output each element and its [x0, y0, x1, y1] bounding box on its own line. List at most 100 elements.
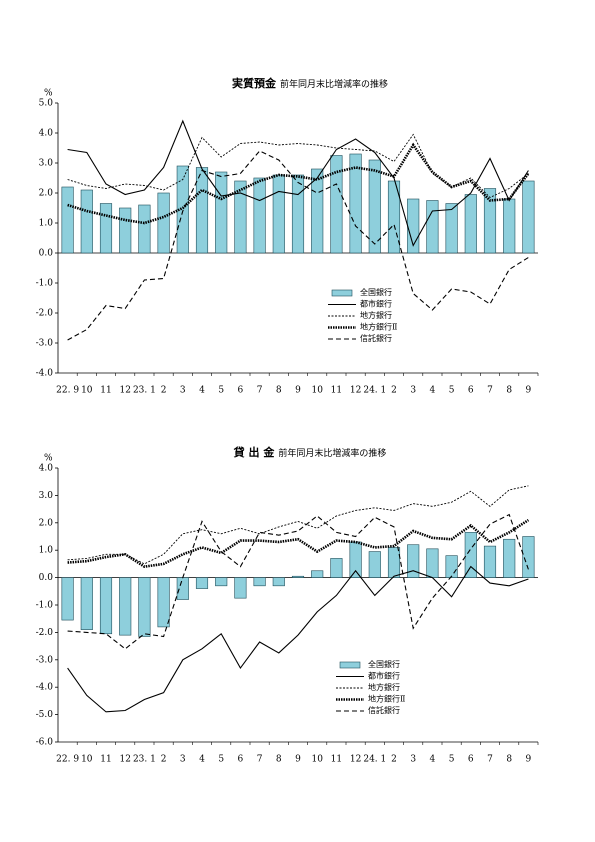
x-tick-label: 6: [468, 386, 474, 396]
x-tick-label: 2: [161, 386, 167, 396]
x-tick-label: 24. 1: [363, 386, 386, 396]
x-tick-label: 11: [331, 755, 342, 765]
x-tick-label: 4: [430, 386, 436, 396]
bar: [61, 186, 74, 254]
x-tick-label: 6: [468, 755, 474, 765]
bar: [195, 577, 209, 589]
y-tick-label: -4.0: [36, 369, 54, 379]
bar: [195, 167, 209, 254]
bar: [176, 165, 189, 254]
y-tick-label: -1.0: [36, 279, 54, 289]
x-tick-label: 9: [295, 755, 301, 765]
y-tick-label: 2.0: [39, 189, 54, 199]
x-tick-label: 11: [100, 386, 111, 396]
legend-label: 地方銀行Ⅱ: [360, 322, 397, 332]
bar: [445, 203, 458, 254]
x-tick-label: 7: [487, 386, 493, 396]
bar: [234, 180, 247, 254]
bar: [272, 174, 285, 254]
x-tick-label: 22. 9: [56, 386, 79, 396]
bar: [445, 555, 458, 578]
bar: [483, 188, 497, 254]
bar: [272, 577, 285, 587]
x-tick-label: 3: [410, 755, 416, 765]
y-tick-label: 3.0: [39, 491, 54, 501]
line-series: [67, 142, 530, 225]
bar: [253, 177, 266, 254]
bar: [368, 551, 381, 578]
line-series: [67, 119, 529, 247]
x-tick-label: 23. 1: [133, 755, 156, 765]
bar: [215, 171, 228, 254]
legend-swatch: [339, 661, 361, 669]
subtitle: 前年同月末比増減率の推移: [280, 78, 388, 90]
legend-label: 信託銀行: [368, 705, 400, 715]
x-tick-label: 8: [506, 755, 512, 765]
x-tick-label: 23. 1: [133, 386, 156, 396]
bar: [522, 536, 535, 578]
bar: [503, 538, 516, 578]
x-tick-label: 3: [410, 386, 416, 396]
x-tick-label: 5: [449, 386, 455, 396]
bar: [80, 189, 93, 254]
bar: [291, 575, 305, 578]
bar: [387, 547, 401, 578]
y-tick-label: -1.0: [36, 601, 54, 611]
x-tick-label: 6: [238, 755, 244, 765]
x-tick-label: 10: [81, 755, 93, 765]
x-tick-label: 7: [257, 755, 263, 765]
y-tick-label: 4.0: [39, 464, 54, 474]
bar: [330, 155, 343, 254]
y-tick-label: -3.0: [36, 655, 54, 665]
y-unit: %: [44, 454, 53, 464]
y-tick-label: 1.0: [39, 546, 54, 556]
y-tick-label: 0.0: [39, 573, 54, 583]
bar: [234, 577, 247, 599]
title: 貸 出 金: [233, 445, 276, 459]
legend-label: 都市銀行: [360, 299, 392, 309]
x-tick-label: 10: [81, 386, 93, 396]
x-tick-label: 8: [506, 386, 512, 396]
y-tick-label: 2.0: [39, 518, 54, 528]
chart-title: 実質預金 前年同月末比増減率の推移: [232, 76, 388, 90]
y-tick-label: 3.0: [39, 159, 54, 169]
legend-label: 全国銀行: [360, 287, 392, 297]
bar: [119, 207, 132, 254]
x-tick-label: 4: [430, 755, 436, 765]
bar: [311, 168, 324, 254]
x-tick-label: 12: [350, 386, 361, 396]
x-tick-label: 8: [276, 755, 282, 765]
bar: [99, 203, 113, 254]
bar: [387, 180, 401, 254]
x-tick-label: 2: [161, 755, 167, 765]
y-tick-label: -4.0: [36, 683, 54, 693]
legend-label: 全国銀行: [368, 659, 400, 669]
x-tick-label: 7: [257, 386, 263, 396]
x-tick-label: 2: [391, 755, 397, 765]
x-tick-label: 5: [218, 386, 224, 396]
bar: [80, 577, 93, 630]
bar: [349, 541, 362, 578]
x-tick-label: 5: [449, 755, 455, 765]
bar: [157, 192, 170, 254]
y-tick-label: -2.0: [36, 628, 54, 638]
subtitle: 前年同月末比増減率の推移: [278, 447, 386, 459]
x-tick-label: 11: [100, 755, 111, 765]
x-tick-label: 12: [119, 386, 130, 396]
y-unit: %: [44, 89, 53, 99]
x-tick-label: 4: [199, 386, 205, 396]
x-tick-label: 3: [180, 755, 186, 765]
bar: [522, 180, 535, 254]
bar: [464, 194, 477, 254]
line-series: [67, 565, 529, 713]
bar: [311, 570, 324, 578]
bar: [99, 577, 113, 635]
line-series: [67, 518, 530, 568]
bar: [61, 577, 74, 621]
x-tick-label: 3: [180, 386, 186, 396]
y-tick-label: -5.0: [36, 710, 54, 720]
bar: [503, 198, 516, 254]
y-tick-label: 5.0: [39, 99, 54, 109]
bar: [138, 204, 151, 254]
x-tick-label: 22. 9: [56, 755, 79, 765]
